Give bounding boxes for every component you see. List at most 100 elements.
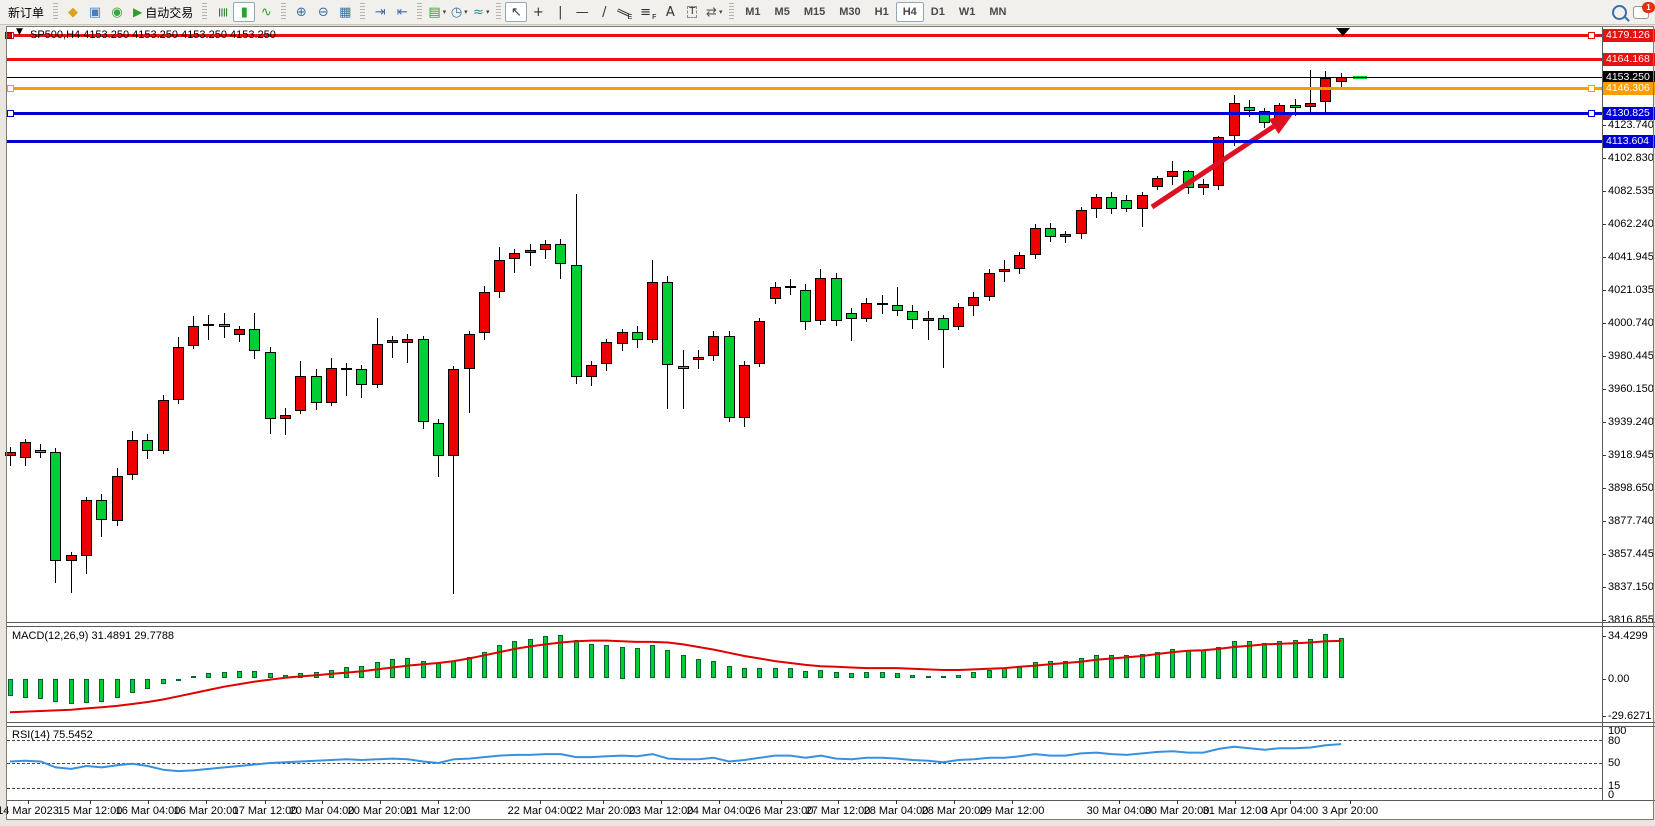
- candle-up: [1320, 78, 1331, 102]
- price-line-4113.604[interactable]: [7, 140, 1602, 143]
- timeframe-m15[interactable]: M15: [803, 6, 826, 18]
- fibonacci-icon[interactable]: ≡ F: [637, 2, 659, 22]
- macd-histogram-bar: [987, 670, 992, 678]
- line-handle-right[interactable]: [1588, 85, 1595, 92]
- macd-scale-label: 34.4299: [1608, 630, 1648, 642]
- macd-histogram-bar: [620, 647, 625, 679]
- price-line-4146.306[interactable]: [7, 87, 1602, 90]
- candle-down: [724, 336, 735, 418]
- panel-separator[interactable]: [7, 622, 1655, 623]
- time-tick: [380, 800, 381, 804]
- candlestick-chart-icon[interactable]: ▮: [233, 2, 256, 22]
- line-chart-icon[interactable]: ∿: [255, 2, 277, 22]
- new-order-button[interactable]: 新订单: [3, 2, 49, 22]
- horizontal-line-icon[interactable]: —: [571, 2, 593, 22]
- candle-up: [785, 286, 796, 288]
- panel-separator[interactable]: [7, 726, 1655, 727]
- timeframe-w1[interactable]: W1: [958, 6, 976, 18]
- equidistant-channel-icon[interactable]: ∥ E: [615, 2, 637, 22]
- vertical-line-icon[interactable]: |: [549, 2, 571, 22]
- line-handle-right[interactable]: [1588, 32, 1595, 39]
- price-line-4153.250[interactable]: [7, 77, 1602, 78]
- text-icon[interactable]: A: [659, 2, 681, 22]
- macd-histogram-bar: [467, 657, 472, 678]
- price-tick-label: 3877.740: [1608, 515, 1654, 527]
- candle-down: [1121, 200, 1132, 209]
- indicator-list-dropdown[interactable]: ≈ ▾: [470, 2, 492, 22]
- expert-advisors-icon[interactable]: ▣: [84, 2, 106, 22]
- macd-histogram-bar: [1109, 655, 1114, 678]
- crosshair-icon[interactable]: +: [527, 2, 549, 22]
- price-line-4179.126[interactable]: [7, 34, 1602, 37]
- candle-up: [173, 347, 184, 400]
- time-axis-label: 17 Mar 12:00: [232, 805, 298, 817]
- macd-histogram-bar: [1002, 668, 1007, 678]
- time-tick: [265, 800, 266, 804]
- arrows-dropdown[interactable]: ⇄ ▾: [703, 2, 725, 22]
- timeframe-mn[interactable]: MN: [989, 6, 1007, 18]
- macd-histogram-bar: [38, 679, 43, 699]
- candle-up: [295, 376, 306, 411]
- timeframe-d1[interactable]: D1: [930, 6, 945, 18]
- charts-cascade-icon[interactable]: ◆: [62, 2, 84, 22]
- timeframe-h4[interactable]: H4: [895, 2, 924, 22]
- timeframe-m30[interactable]: M30: [839, 6, 861, 18]
- time-axis-label: 15 Mar 12:00: [57, 805, 123, 817]
- candle-up: [1167, 171, 1178, 177]
- time-tick: [661, 800, 662, 804]
- panel-separator[interactable]: [7, 800, 1655, 801]
- macd-histogram-bar: [788, 668, 793, 678]
- cursor-icon[interactable]: ↖: [505, 2, 528, 22]
- line-handle-left[interactable]: [7, 85, 14, 92]
- line-handle-left[interactable]: [7, 110, 14, 117]
- macd-histogram-bar: [864, 672, 869, 678]
- tile-windows-icon[interactable]: ▦: [334, 2, 356, 22]
- zoom-out-icon[interactable]: ⊖: [312, 2, 334, 22]
- line-handle[interactable]: [5, 32, 12, 39]
- macd-histogram-bar: [268, 673, 273, 678]
- down-arrow-marker[interactable]: [1336, 28, 1350, 36]
- panel-separator[interactable]: [7, 626, 1655, 627]
- time-axis-label: 30 Mar 20:00: [1144, 805, 1210, 817]
- macd-histogram-bar: [926, 676, 931, 678]
- price-tick: [1602, 290, 1606, 291]
- macd-histogram-bar: [696, 659, 701, 678]
- chart-title: SP500,H4 4153.250 4153.250 4153.250 4153…: [30, 29, 276, 41]
- autotrading-button[interactable]: ▶ 自动交易: [128, 2, 198, 22]
- macd-histogram-bar: [390, 659, 395, 678]
- price-tick: [1602, 389, 1606, 390]
- macd-histogram-bar: [1094, 655, 1099, 678]
- candle-up: [525, 250, 536, 253]
- search-icon[interactable]: [1608, 2, 1630, 22]
- candle-down: [892, 305, 903, 311]
- macd-scale-tick: [1602, 636, 1606, 637]
- fibonacci-icon-sub: F: [652, 14, 657, 21]
- timeframe-m1[interactable]: M1: [745, 6, 761, 18]
- macd-histogram-bar: [191, 676, 196, 678]
- candle-up: [81, 500, 92, 556]
- zoom-in-icon[interactable]: ⊕: [290, 2, 312, 22]
- timeframe-h1[interactable]: H1: [874, 6, 889, 18]
- panel-separator[interactable]: [7, 722, 1655, 723]
- chart-shift-icon[interactable]: ⇤: [391, 2, 413, 22]
- time-tick: [90, 800, 91, 804]
- price-line-4130.825[interactable]: [7, 112, 1602, 115]
- macd-histogram-bar: [1232, 641, 1237, 678]
- line-handle-right[interactable]: [1588, 110, 1595, 117]
- signals-icon[interactable]: ◉: [106, 2, 128, 22]
- notifications-icon[interactable]: 1: [1630, 1, 1655, 22]
- auto-scroll-icon[interactable]: ⇥: [369, 2, 391, 22]
- candle-down: [96, 500, 107, 520]
- macd-histogram-bar: [237, 671, 242, 678]
- chart-title-marker[interactable]: ▼: [16, 27, 23, 37]
- text-label-icon[interactable]: T: [681, 2, 703, 22]
- candle-wick: [851, 308, 852, 341]
- trendline-icon[interactable]: /: [593, 2, 615, 22]
- price-tick: [1602, 158, 1606, 159]
- price-line-4164.168[interactable]: [7, 58, 1602, 61]
- profiles-clock-dropdown[interactable]: ◷ ▾: [448, 2, 470, 22]
- new-chart-dropdown[interactable]: ▤ ▾: [426, 2, 448, 22]
- timeframe-m5[interactable]: M5: [774, 6, 790, 18]
- candle-up: [1014, 255, 1025, 269]
- candle-wick: [1142, 192, 1143, 227]
